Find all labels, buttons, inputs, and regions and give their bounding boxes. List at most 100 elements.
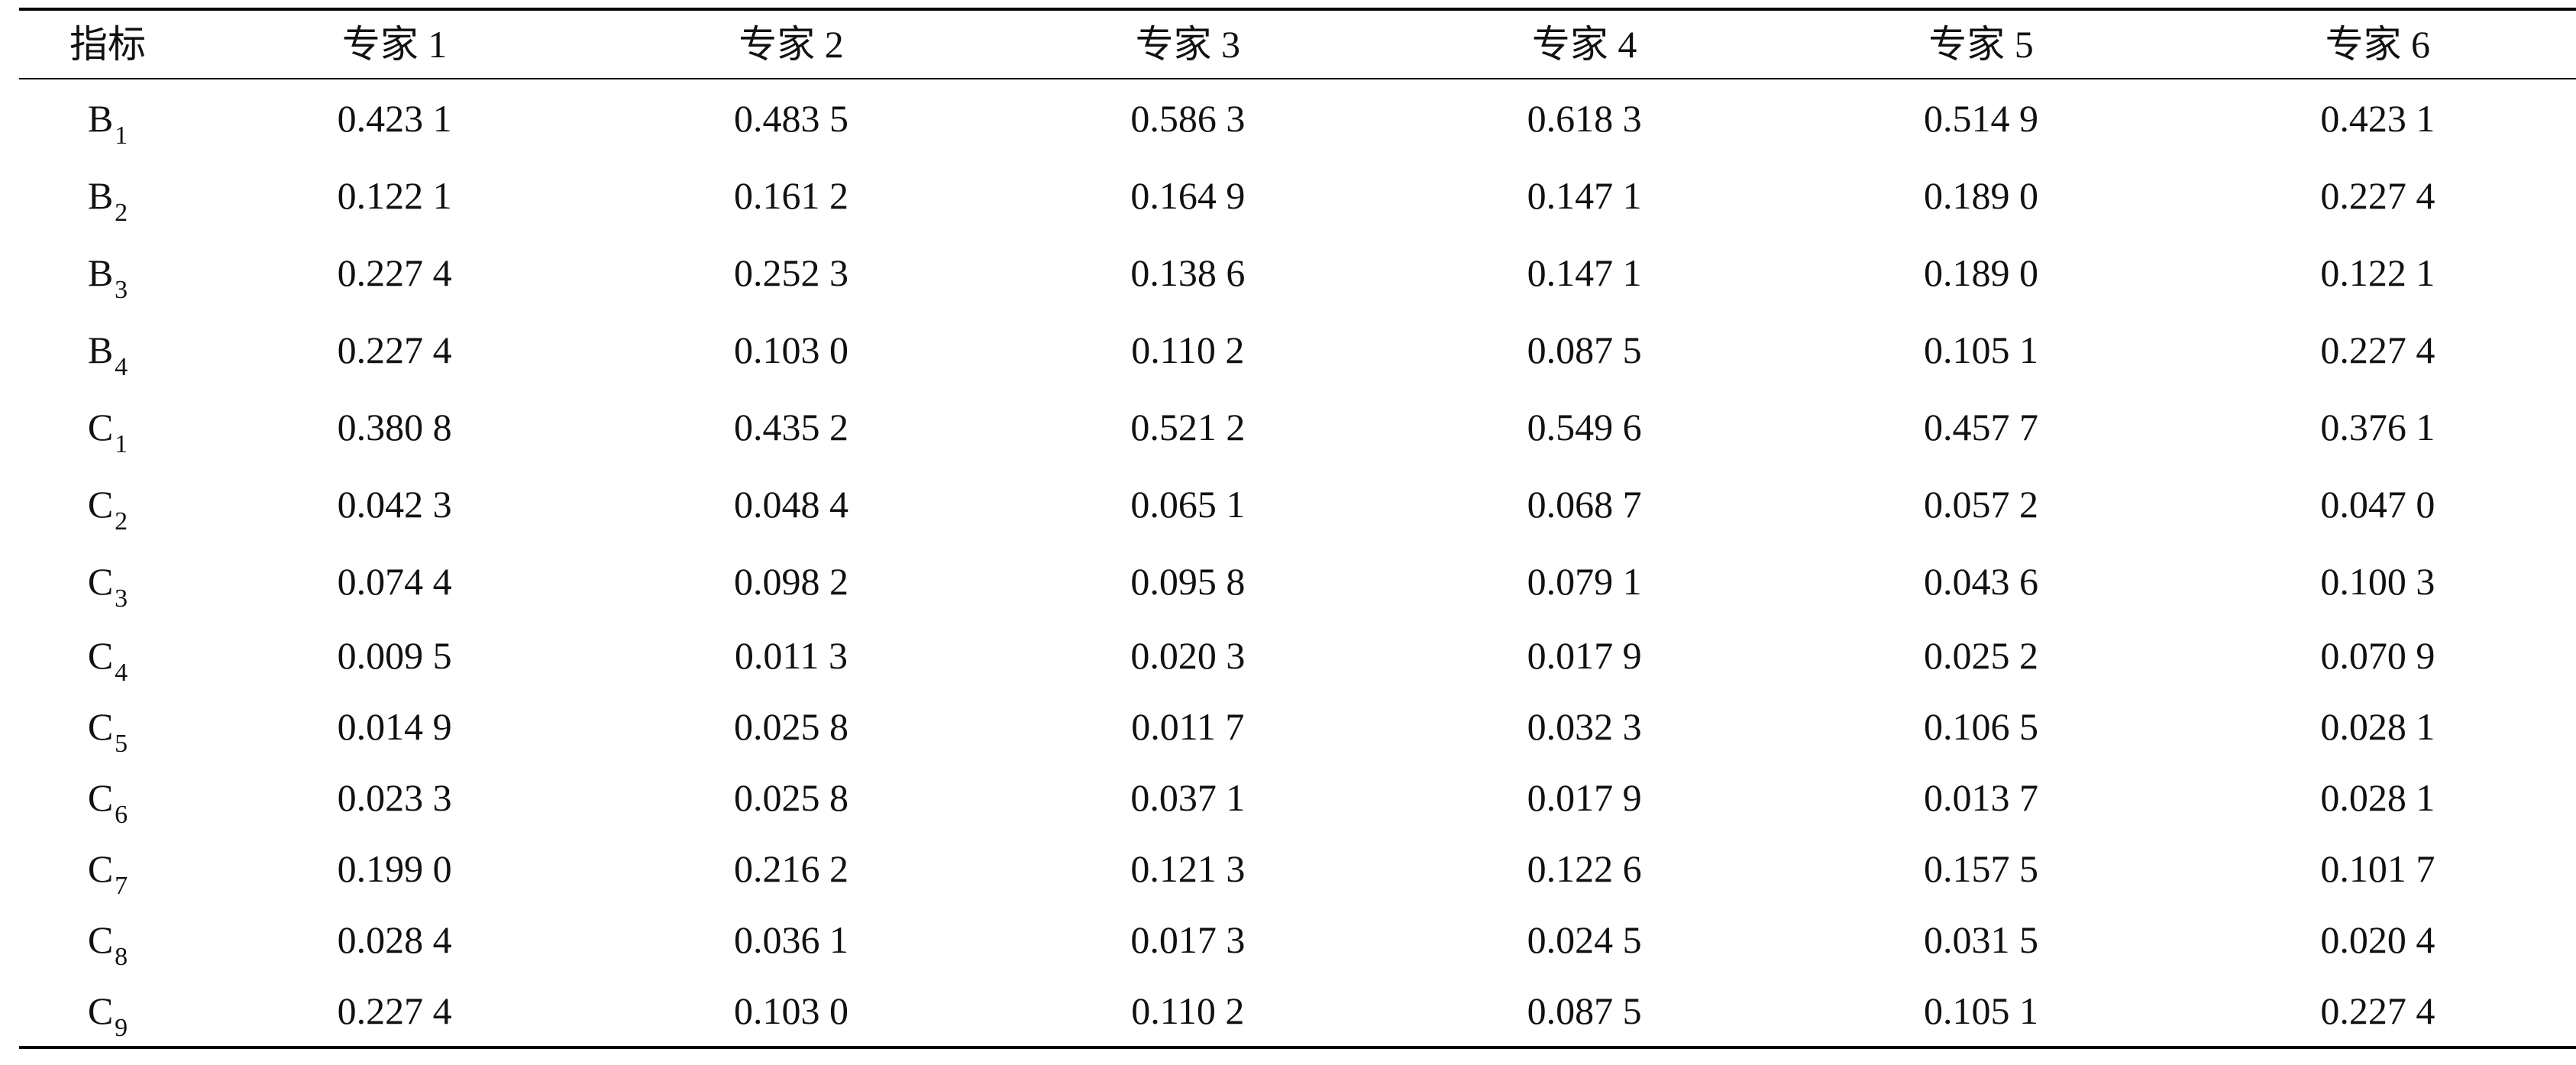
indicator-letter: C — [87, 918, 114, 961]
value-cell-expert-2: 0.483 5 — [733, 96, 848, 140]
value-cell-expert-3: 0.110 2 — [1131, 328, 1245, 371]
indicator-cell: C9 — [19, 975, 196, 1046]
data-table: 指标 专家 1 专家 2 专家 3 专家 4 专家 5 专家 6 — [19, 11, 2576, 78]
indicator-cell: B2 — [19, 157, 196, 234]
value-cell-expert-6: 0.423 1 — [2320, 96, 2435, 140]
table-row: B1 0.423 1 0.483 5 0.586 3 0.618 3 0.514 9 0.4… — [19, 79, 2576, 157]
value-cell-expert-6: 0.227 4 — [2320, 328, 2435, 371]
value-cell-expert-2: 0.098 2 — [733, 559, 848, 603]
table-header-rule — [19, 78, 2576, 79]
value-cell-expert-6: 0.047 0 — [2320, 482, 2435, 526]
indicator-cell: C6 — [19, 762, 196, 833]
value-cell-expert-3: 0.037 1 — [1130, 775, 1246, 819]
indicator-letter: B — [87, 251, 114, 294]
value-cell-expert-3: 0.110 2 — [1131, 989, 1245, 1032]
value-cell-expert-6: 0.227 4 — [2320, 989, 2435, 1032]
indicator-cell: C3 — [19, 542, 196, 620]
value-cell-expert-4: 0.068 7 — [1527, 482, 1642, 526]
indicator-subscript: 9 — [115, 1013, 128, 1042]
value-cell-expert-2: 0.011 3 — [734, 633, 848, 677]
value-cell-expert-3: 0.095 8 — [1130, 559, 1246, 603]
value-cell-expert-6: 0.028 1 — [2320, 704, 2435, 748]
table-row: B3 0.227 4 0.252 3 0.138 6 0.147 1 0.189 0 0.1… — [19, 234, 2576, 311]
indicator-cell: C2 — [19, 465, 196, 542]
value-cell-expert-4: 0.032 3 — [1527, 704, 1642, 748]
indicator-subscript: 4 — [115, 352, 128, 381]
value-cell-expert-2: 0.036 1 — [733, 918, 848, 961]
value-cell-expert-4: 0.087 5 — [1527, 989, 1642, 1032]
value-cell-expert-1: 0.028 4 — [337, 918, 452, 961]
value-cell-expert-6: 0.122 1 — [2320, 251, 2435, 294]
table-row: C2 0.042 3 0.048 4 0.065 1 0.068 7 0.057 2 0.0… — [19, 465, 2576, 542]
value-cell-expert-4: 0.618 3 — [1527, 96, 1642, 140]
indicator-letter: B — [87, 173, 114, 217]
table-row: C3 0.074 4 0.098 2 0.095 8 0.079 1 0.043 6 0.1… — [19, 542, 2576, 620]
table-row: C4 0.009 5 0.011 3 0.020 3 0.017 9 0.025 2 0.0… — [19, 620, 2576, 691]
value-cell-expert-2: 0.048 4 — [733, 482, 848, 526]
table-top-rule — [19, 8, 2576, 11]
indicator-letter: C — [87, 405, 114, 448]
header-expert-2: 专家 2 — [739, 23, 844, 66]
indicator-subscript: 4 — [115, 658, 128, 687]
value-cell-expert-4: 0.147 1 — [1527, 173, 1642, 217]
value-cell-expert-2: 0.252 3 — [733, 251, 848, 294]
indicator-subscript: 8 — [115, 942, 128, 971]
value-cell-expert-1: 0.042 3 — [337, 482, 452, 526]
value-cell-expert-1: 0.023 3 — [337, 775, 452, 819]
value-cell-expert-5: 0.189 0 — [1923, 251, 2038, 294]
value-cell-expert-6: 0.376 1 — [2320, 405, 2435, 448]
indicator-letter: C — [87, 775, 114, 819]
value-cell-expert-3: 0.521 2 — [1130, 405, 1246, 448]
header-expert-6: 专家 6 — [2325, 23, 2431, 66]
indicator-letter: C — [87, 989, 114, 1032]
value-cell-expert-6: 0.028 1 — [2320, 775, 2435, 819]
value-cell-expert-4: 0.549 6 — [1527, 405, 1642, 448]
indicator-letter: B — [87, 96, 114, 140]
value-cell-expert-3: 0.138 6 — [1130, 251, 1246, 294]
value-cell-expert-5: 0.043 6 — [1923, 559, 2038, 603]
value-cell-expert-5: 0.157 5 — [1923, 846, 2038, 890]
indicator-subscript: 7 — [115, 871, 128, 900]
indicator-cell: C8 — [19, 904, 196, 975]
value-cell-expert-1: 0.423 1 — [337, 96, 452, 140]
value-cell-expert-5: 0.105 1 — [1923, 989, 2038, 1032]
value-cell-expert-3: 0.065 1 — [1130, 482, 1246, 526]
value-cell-expert-4: 0.079 1 — [1527, 559, 1642, 603]
value-cell-expert-1: 0.380 8 — [337, 405, 452, 448]
value-cell-expert-2: 0.435 2 — [733, 405, 848, 448]
indicator-letter: C — [87, 633, 114, 677]
indicator-subscript: 5 — [115, 729, 128, 758]
value-cell-expert-1: 0.074 4 — [337, 559, 452, 603]
value-cell-expert-4: 0.122 6 — [1527, 846, 1642, 890]
header-expert-4: 专家 4 — [1531, 23, 1637, 66]
value-cell-expert-5: 0.025 2 — [1923, 633, 2038, 677]
indicator-subscript: 6 — [115, 800, 128, 829]
value-cell-expert-2: 0.025 8 — [733, 704, 848, 748]
indicator-subscript: 3 — [115, 584, 128, 613]
value-cell-expert-6: 0.227 4 — [2320, 173, 2435, 217]
table-row: C1 0.380 8 0.435 2 0.521 2 0.549 6 0.457 7 0.3… — [19, 388, 2576, 465]
value-cell-expert-4: 0.024 5 — [1527, 918, 1642, 961]
header-indicator: 指标 — [69, 23, 146, 66]
value-cell-expert-4: 0.017 9 — [1527, 775, 1642, 819]
table-row: C9 0.227 4 0.103 0 0.110 2 0.087 5 0.105 1 0.2… — [19, 975, 2576, 1046]
value-cell-expert-3: 0.164 9 — [1130, 173, 1246, 217]
value-cell-expert-1: 0.227 4 — [337, 989, 452, 1032]
table-row: C8 0.028 4 0.036 1 0.017 3 0.024 5 0.031 5 0.0… — [19, 904, 2576, 975]
indicator-subscript: 2 — [115, 198, 128, 227]
value-cell-expert-2: 0.161 2 — [733, 173, 848, 217]
table-header: 指标 专家 1 专家 2 专家 3 专家 4 专家 5 专家 6 — [19, 11, 2576, 78]
table-body: B1 0.423 1 0.483 5 0.586 3 0.618 3 0.514 9 0.4… — [19, 79, 2576, 1046]
table-row: C6 0.023 3 0.025 8 0.037 1 0.017 9 0.013 7 0.0… — [19, 762, 2576, 833]
indicator-cell: B1 — [19, 79, 196, 157]
value-cell-expert-5: 0.031 5 — [1923, 918, 2038, 961]
value-cell-expert-2: 0.216 2 — [733, 846, 848, 890]
data-table-body: B1 0.423 1 0.483 5 0.586 3 0.618 3 0.514 9 0.4… — [19, 79, 2576, 1046]
indicator-subscript: 3 — [115, 275, 128, 304]
table-row: B4 0.227 4 0.103 0 0.110 2 0.087 5 0.105 1 0.2… — [19, 311, 2576, 388]
indicator-cell: C5 — [19, 691, 196, 762]
value-cell-expert-3: 0.020 3 — [1130, 633, 1246, 677]
value-cell-expert-1: 0.009 5 — [337, 633, 452, 677]
value-cell-expert-1: 0.199 0 — [337, 846, 452, 890]
value-cell-expert-5: 0.013 7 — [1923, 775, 2038, 819]
